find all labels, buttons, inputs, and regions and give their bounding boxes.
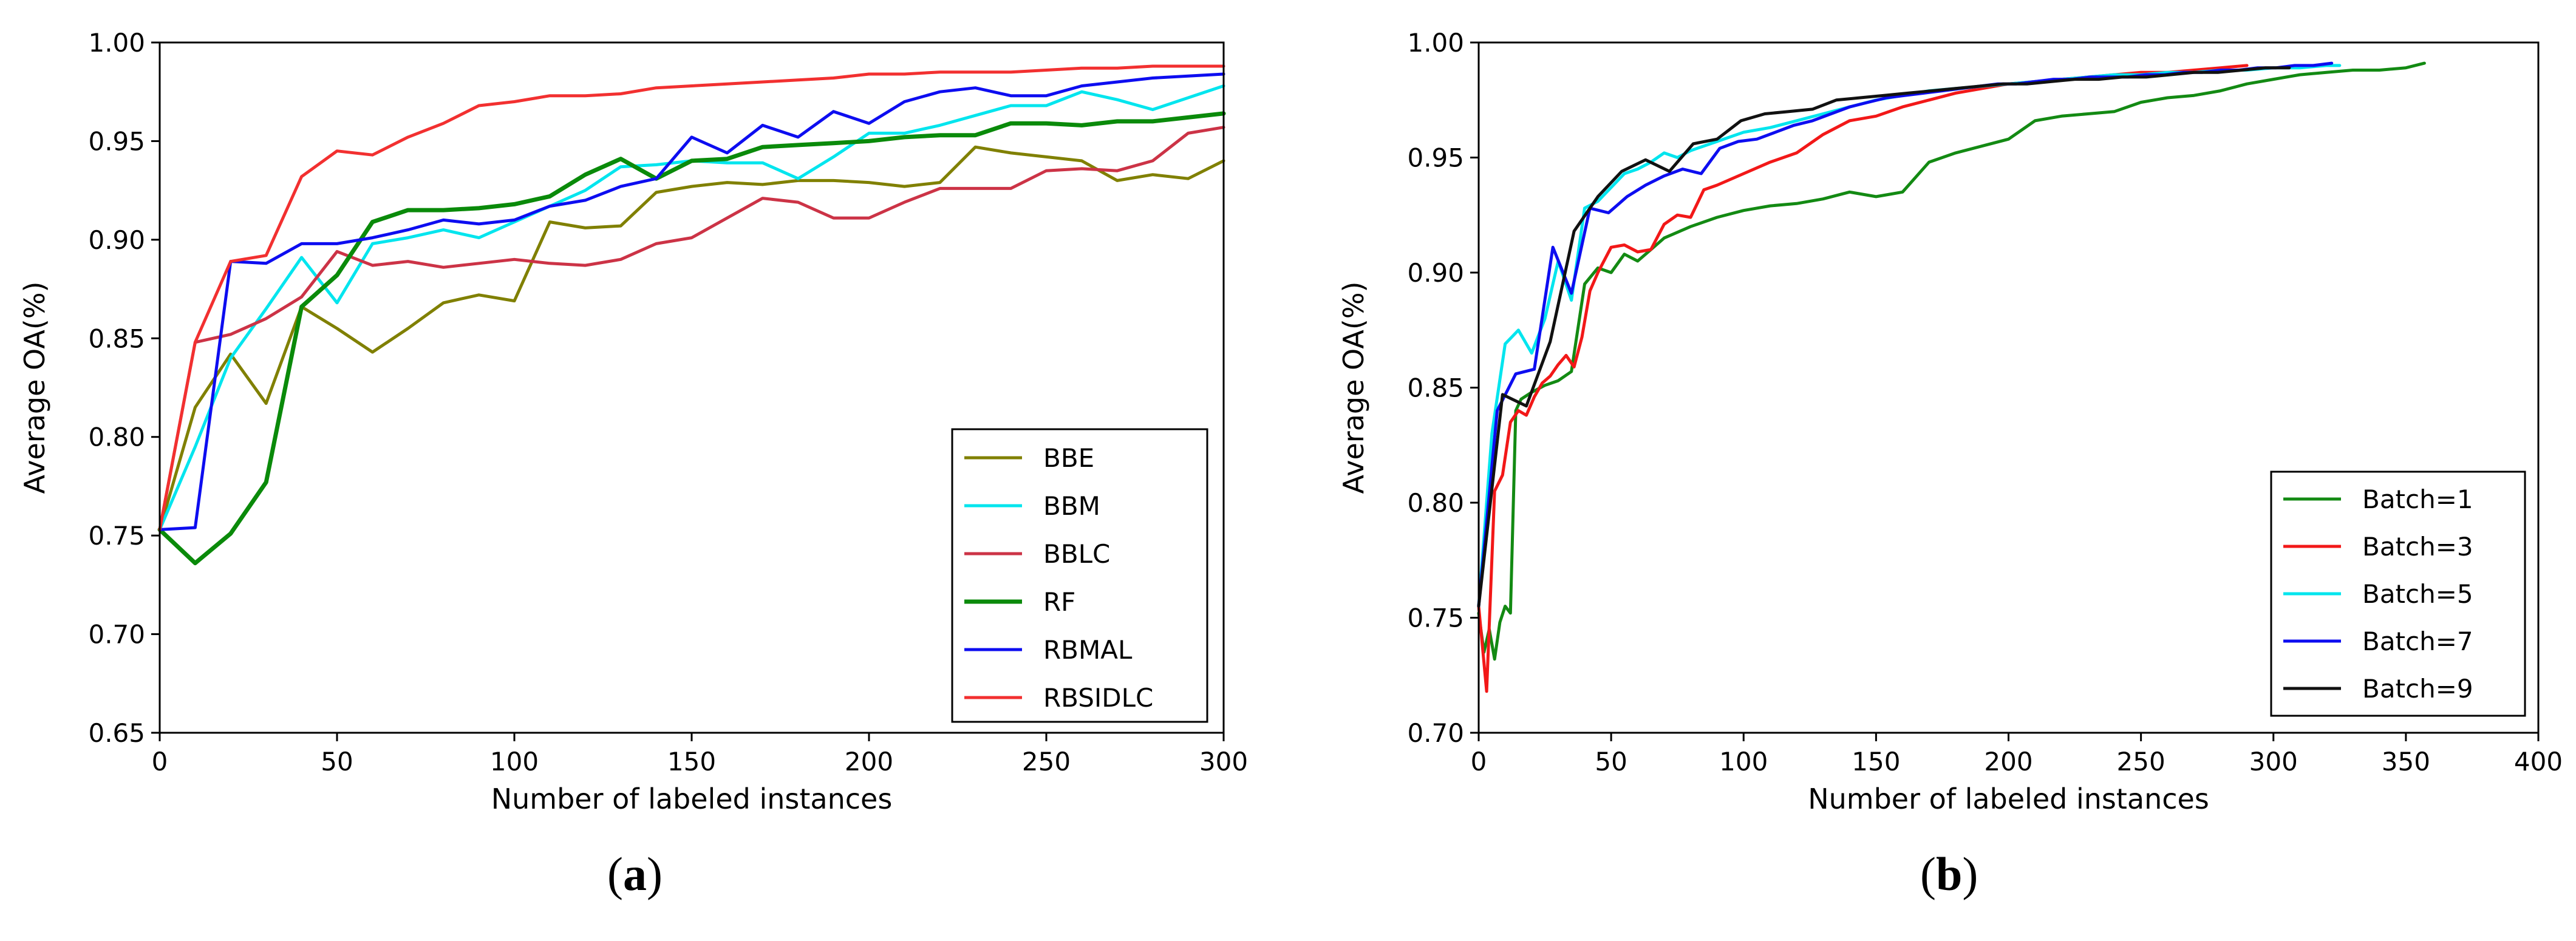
chart-b-legend-label-batch-9: Batch=9 [2362, 674, 2473, 704]
chart-a-y-tick-label: 0.75 [88, 521, 145, 551]
chart-b-y-tick-label: 0.80 [1407, 488, 1464, 518]
chart-a-series-bbe [158, 145, 1225, 531]
chart-b-y-tick-label: 0.75 [1407, 603, 1464, 633]
panel-label-a: (a) [607, 848, 663, 900]
chart-b-legend-label-batch-1: Batch=1 [2362, 484, 2473, 514]
chart-a-y-tick-label: 0.80 [88, 423, 145, 452]
panel-label-b: (b) [1920, 848, 1978, 900]
chart-b-series-batch-3 [1477, 64, 2249, 693]
chart-b-x-tick-label: 100 [1719, 747, 1768, 776]
chart-b-x-tick-label: 50 [1595, 747, 1627, 776]
chart-b-legend-label-batch-5: Batch=5 [2362, 579, 2473, 609]
chart-b-series-batch-5 [1477, 64, 2342, 608]
chart-b-y-tick-label: 0.95 [1407, 143, 1464, 173]
chart-a-y-tick-label: 0.85 [88, 324, 145, 353]
chart-b-y-tick-label: 0.70 [1407, 718, 1464, 748]
chart-a-legend-label-bblc: BBLC [1043, 539, 1110, 569]
chart-a-legend-label-rbsidlc: RBSIDLC [1043, 683, 1153, 713]
chart-b-x-tick-label: 150 [1852, 747, 1900, 776]
chart-b-x-tick-label: 300 [2249, 747, 2298, 776]
chart-a-x-tick-label: 300 [1199, 747, 1248, 776]
chart-b-y-tick-label: 1.00 [1407, 28, 1464, 58]
chart-b-x-tick-label: 250 [2117, 747, 2165, 776]
chart-a-x-tick-label: 0 [152, 747, 168, 776]
chart-a-x-tick-label: 150 [667, 747, 716, 776]
chart-b-series-batch-9 [1477, 66, 2291, 608]
chart-b-legend-label-batch-3: Batch=3 [2362, 532, 2473, 562]
chart-a-legend-label-rbmal: RBMAL [1043, 635, 1133, 665]
chart-b-y-axis-label: Average OA(%) [1337, 282, 1370, 494]
chart-a-legend-label-rf: RF [1043, 587, 1075, 617]
chart-a-x-tick-label: 100 [490, 747, 539, 776]
chart-b-x-tick-label: 400 [2514, 747, 2563, 776]
chart-b-y-tick-label: 0.85 [1407, 373, 1464, 403]
chart-b-x-axis-label: Number of labeled instances [1808, 783, 2209, 815]
chart-a-legend-label-bbe: BBE [1043, 443, 1094, 473]
chart-a-legend-box [951, 428, 1208, 723]
chart-panel-a: 0 50 100 150 200 250 300 0.65 0.70 0.75 0.80 0.85 0.… [18, 28, 1248, 815]
chart-b-series-batch-1 [1477, 61, 2426, 661]
chart-b-x-tick-label: 350 [2382, 747, 2430, 776]
chart-a-x-axis-label: Number of labeled instances [491, 783, 893, 815]
chart-b-series-batch-7 [1477, 61, 2334, 608]
chart-a-y-axis-label: Average OA(%) [18, 282, 51, 494]
chart-a-y-tick-label: 0.90 [88, 225, 145, 255]
chart-a-y-tick-label: 0.65 [88, 718, 145, 748]
chart-a-legend-label-bbm: BBM [1043, 491, 1100, 521]
chart-a-y-tick-label: 0.95 [88, 126, 145, 156]
chart-a-x-tick-label: 50 [321, 747, 353, 776]
chart-a-series-rbsidlc [158, 64, 1225, 531]
chart-b-legend-label-batch-7: Batch=7 [2362, 627, 2473, 656]
chart-b-y-tick-label: 0.90 [1407, 258, 1464, 288]
chart-a-y-tick-label: 1.00 [88, 28, 145, 58]
chart-a-y-tick-label: 0.70 [88, 620, 145, 650]
chart-b-x-tick-label: 200 [1984, 747, 2033, 776]
chart-a-x-tick-label: 200 [845, 747, 893, 776]
chart-a-series-rbmal [158, 72, 1225, 531]
chart-a-series-rf [157, 111, 1226, 566]
chart-b-x-tick-label: 0 [1471, 747, 1487, 776]
chart-a-x-tick-label: 250 [1022, 747, 1071, 776]
chart-a-series-bblc [158, 126, 1225, 531]
chart-panel-b: 0 50 100 150 200 250 300 350 400 0.70 0.75 0.80 0.85… [1337, 28, 2563, 815]
